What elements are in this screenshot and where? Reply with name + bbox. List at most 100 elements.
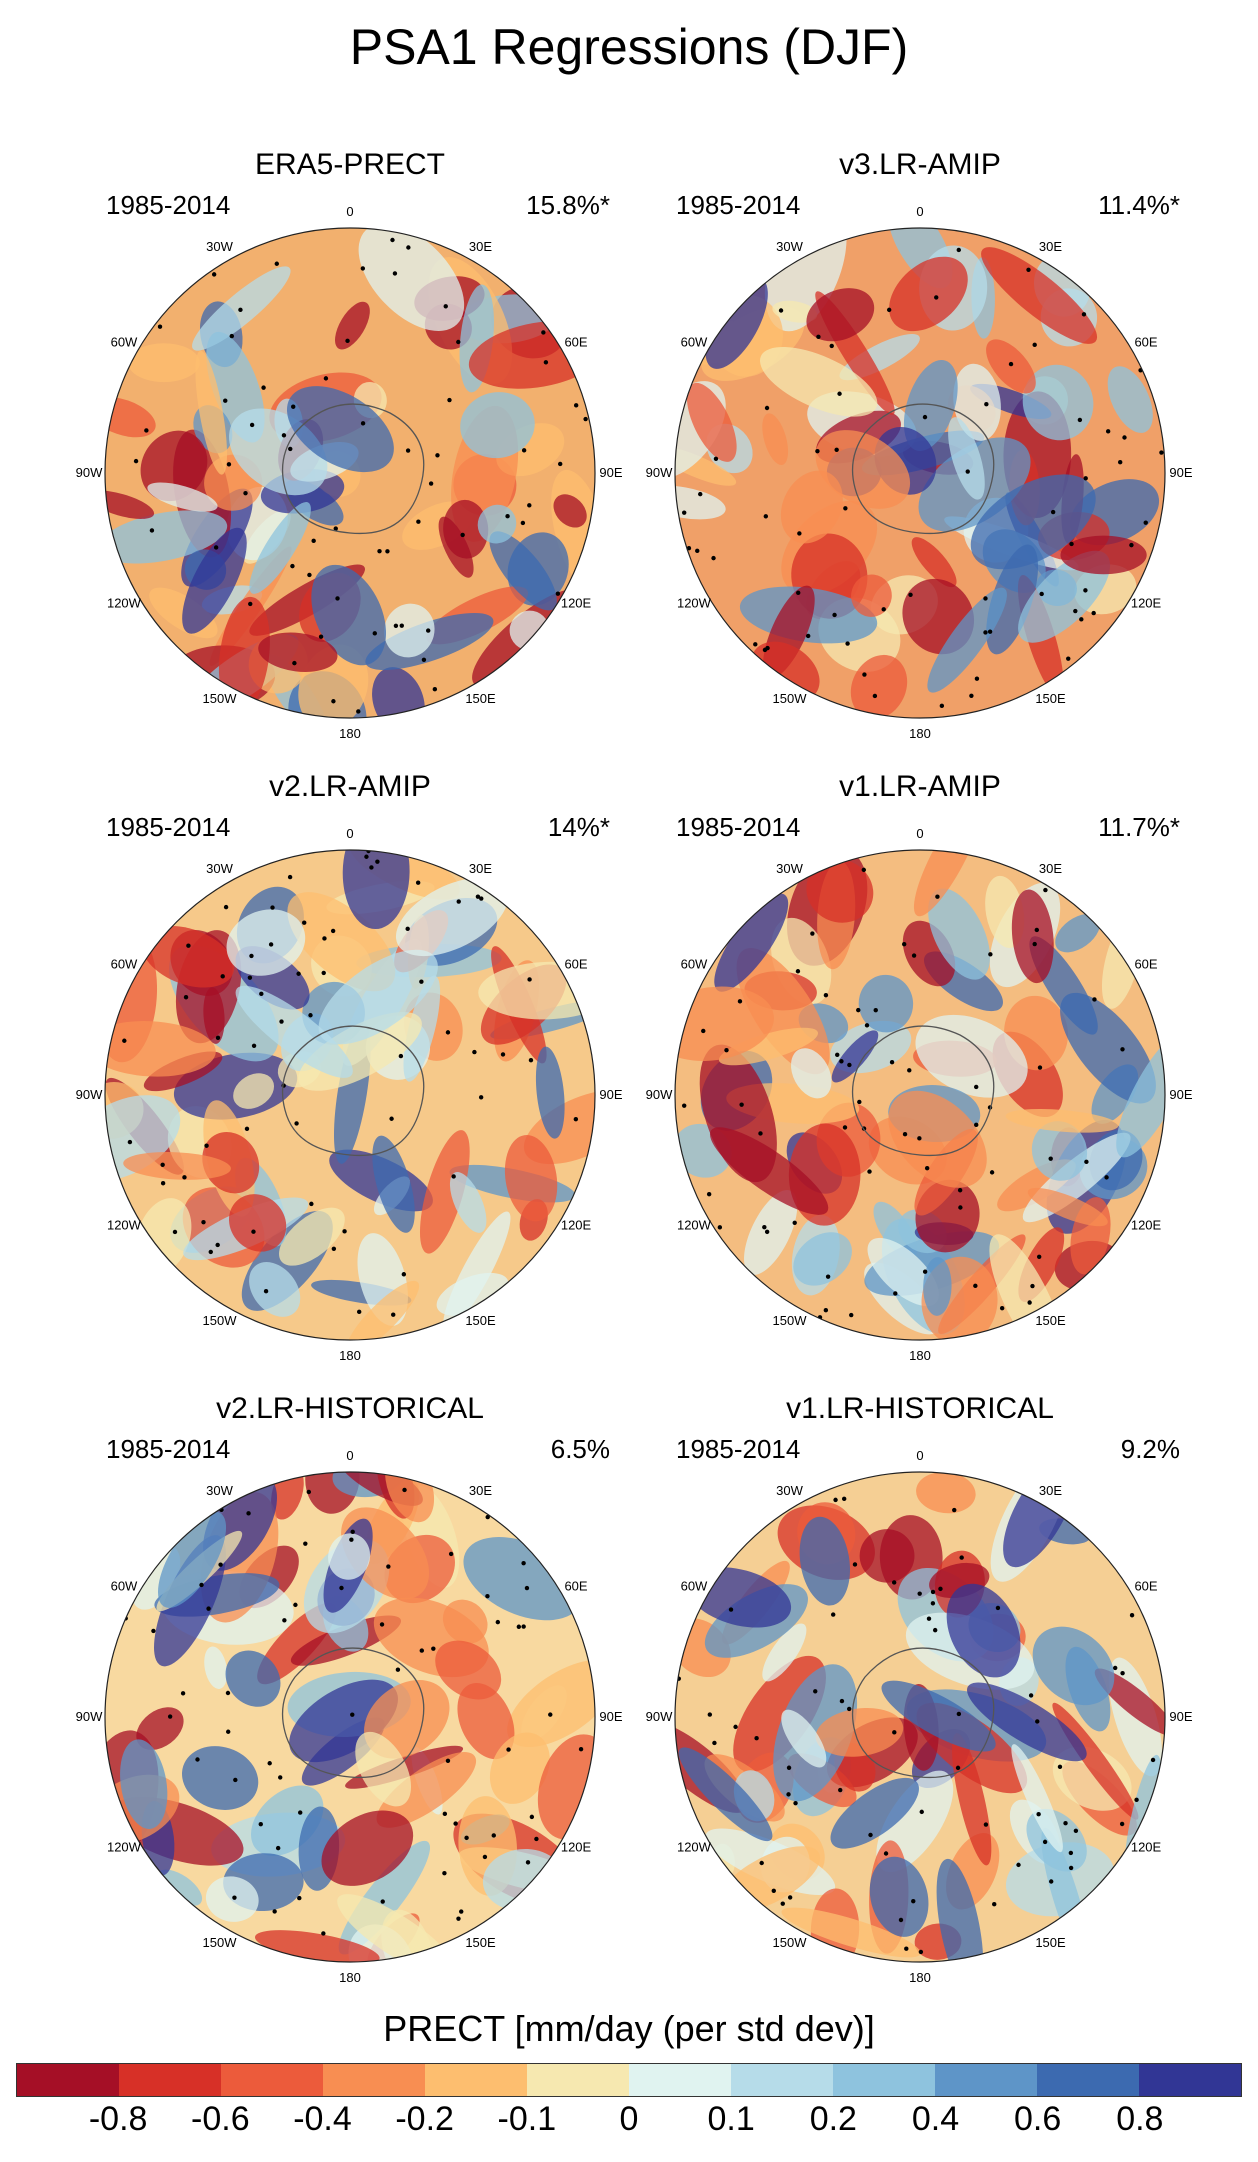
- longitude-label: 150E: [1035, 1935, 1066, 1950]
- significance-dot: [475, 894, 481, 899]
- significance-dot: [886, 307, 892, 313]
- precip-anomaly-blob: [419, 1130, 470, 1254]
- significance-dot: [832, 612, 837, 618]
- precip-anomaly-blob: [759, 347, 878, 417]
- longitude-label: 60W: [111, 1579, 138, 1594]
- significance-dot: [527, 977, 532, 982]
- precip-anomaly-blob: [142, 926, 235, 988]
- map-boundary: [104, 849, 596, 1341]
- longitude-label: 120W: [677, 1218, 712, 1233]
- significance-dot: [360, 266, 366, 271]
- map-boundary: [674, 849, 1166, 1341]
- significance-dot: [764, 405, 770, 411]
- precip-anomaly-blob: [355, 1731, 412, 1807]
- longitude-label: 120W: [677, 596, 712, 611]
- panel-years: 1985-2014: [676, 1434, 801, 1464]
- precip-anomaly-blob: [970, 474, 1096, 570]
- precip-anomaly-blob: [203, 987, 225, 1044]
- precip-anomaly-blob: [927, 587, 1007, 693]
- significance-dot: [846, 1706, 852, 1712]
- significance-dot: [251, 1043, 257, 1049]
- colorbar-tick-label: -0.4: [293, 2100, 352, 2138]
- significance-dot: [431, 1646, 436, 1651]
- precip-anomaly-blob: [289, 1679, 398, 1763]
- longitude-label: 90E: [1169, 1087, 1192, 1102]
- colorbar-swatch: [629, 2064, 731, 2096]
- longitude-label: 180: [339, 1970, 361, 1985]
- precip-anomaly-blob: [120, 1739, 168, 1829]
- significance-dot: [813, 1689, 818, 1694]
- significance-dot: [398, 1053, 404, 1059]
- longitude-label: 90W: [76, 465, 103, 480]
- significance-dot: [521, 1560, 526, 1566]
- precip-anomaly-blob: [793, 1232, 852, 1286]
- longitude-label: 90W: [76, 1709, 103, 1724]
- significance-dot: [810, 931, 815, 936]
- panel-percent: 6.5%: [550, 1434, 610, 1464]
- significance-dot: [443, 304, 448, 309]
- panel-title: v1.LR-AMIP: [839, 770, 1001, 803]
- panel-title: v1.LR-HISTORICAL: [786, 1392, 1054, 1425]
- colorbar-swatch: [425, 2064, 527, 2096]
- significance-dot: [482, 1854, 488, 1860]
- significance-dot: [898, 1917, 904, 1923]
- significance-dot: [935, 894, 940, 899]
- precip-anomaly-blob: [888, 1090, 987, 1188]
- significance-dot: [1092, 997, 1097, 1002]
- longitude-label: 0: [916, 826, 923, 841]
- precip-anomaly-blob: [903, 359, 958, 451]
- precip-anomaly-blob: [806, 288, 875, 342]
- longitude-label: 30E: [469, 239, 492, 254]
- longitude-label: 30E: [469, 861, 492, 876]
- significance-dot: [838, 1787, 843, 1793]
- significance-dot: [780, 1901, 785, 1906]
- significance-dot: [199, 1582, 204, 1588]
- significance-dot: [934, 295, 939, 300]
- significance-dot: [1042, 1839, 1048, 1845]
- precip-anomaly-blob: [986, 544, 1039, 655]
- significance-dot: [1073, 608, 1078, 614]
- significance-dot: [891, 1580, 897, 1585]
- significance-dot: [233, 1777, 238, 1783]
- precip-anomaly-blob: [1027, 1187, 1108, 1227]
- significance-dot: [308, 1013, 313, 1018]
- precip-anomaly-blob: [235, 985, 353, 1078]
- significance-dot: [1129, 542, 1134, 548]
- significance-dot: [881, 607, 886, 612]
- significance-dot: [456, 899, 461, 904]
- significance-dot: [833, 1497, 838, 1503]
- significance-dot: [223, 398, 228, 403]
- panel-percent: 9.2%: [1120, 1434, 1180, 1464]
- significance-dot: [987, 629, 993, 634]
- significance-dot: [249, 422, 255, 428]
- precip-anomaly-blob: [249, 502, 311, 594]
- significance-dot: [1105, 429, 1111, 434]
- significance-dot: [321, 970, 326, 976]
- significance-dot: [275, 1845, 281, 1851]
- precip-anomaly-blob: [435, 1640, 502, 1700]
- significance-dot: [973, 1283, 978, 1289]
- significance-dot: [122, 1038, 127, 1043]
- significance-dot: [377, 548, 382, 554]
- significance-dot: [917, 1591, 922, 1596]
- precip-anomaly-blob: [403, 975, 441, 1082]
- longitude-label: 60W: [681, 957, 708, 972]
- precip-anomaly-blob: [946, 1583, 1021, 1678]
- significance-dot: [717, 1225, 723, 1230]
- precip-anomaly-blob: [923, 1257, 952, 1316]
- polar-map: 0 30E 60E 90E 120E 150E 180 150W 120W 90W 60W 30W: [76, 204, 623, 741]
- significance-dot: [321, 1931, 326, 1936]
- colorbar-tick-label: 0.8: [1116, 2100, 1164, 2138]
- significance-dot: [335, 596, 340, 601]
- significance-dot: [918, 1949, 924, 1955]
- precip-anomaly-blob: [1005, 1108, 1119, 1133]
- significance-dot: [713, 456, 719, 461]
- significance-dot: [1083, 588, 1088, 593]
- significance-dot: [1068, 1850, 1074, 1856]
- longitude-label: 150E: [1035, 691, 1066, 706]
- significance-dot: [307, 572, 312, 578]
- precip-anomaly-blob: [781, 1709, 827, 1768]
- significance-dot: [495, 1619, 501, 1625]
- significance-dot: [391, 1312, 396, 1317]
- significance-dot: [399, 623, 404, 628]
